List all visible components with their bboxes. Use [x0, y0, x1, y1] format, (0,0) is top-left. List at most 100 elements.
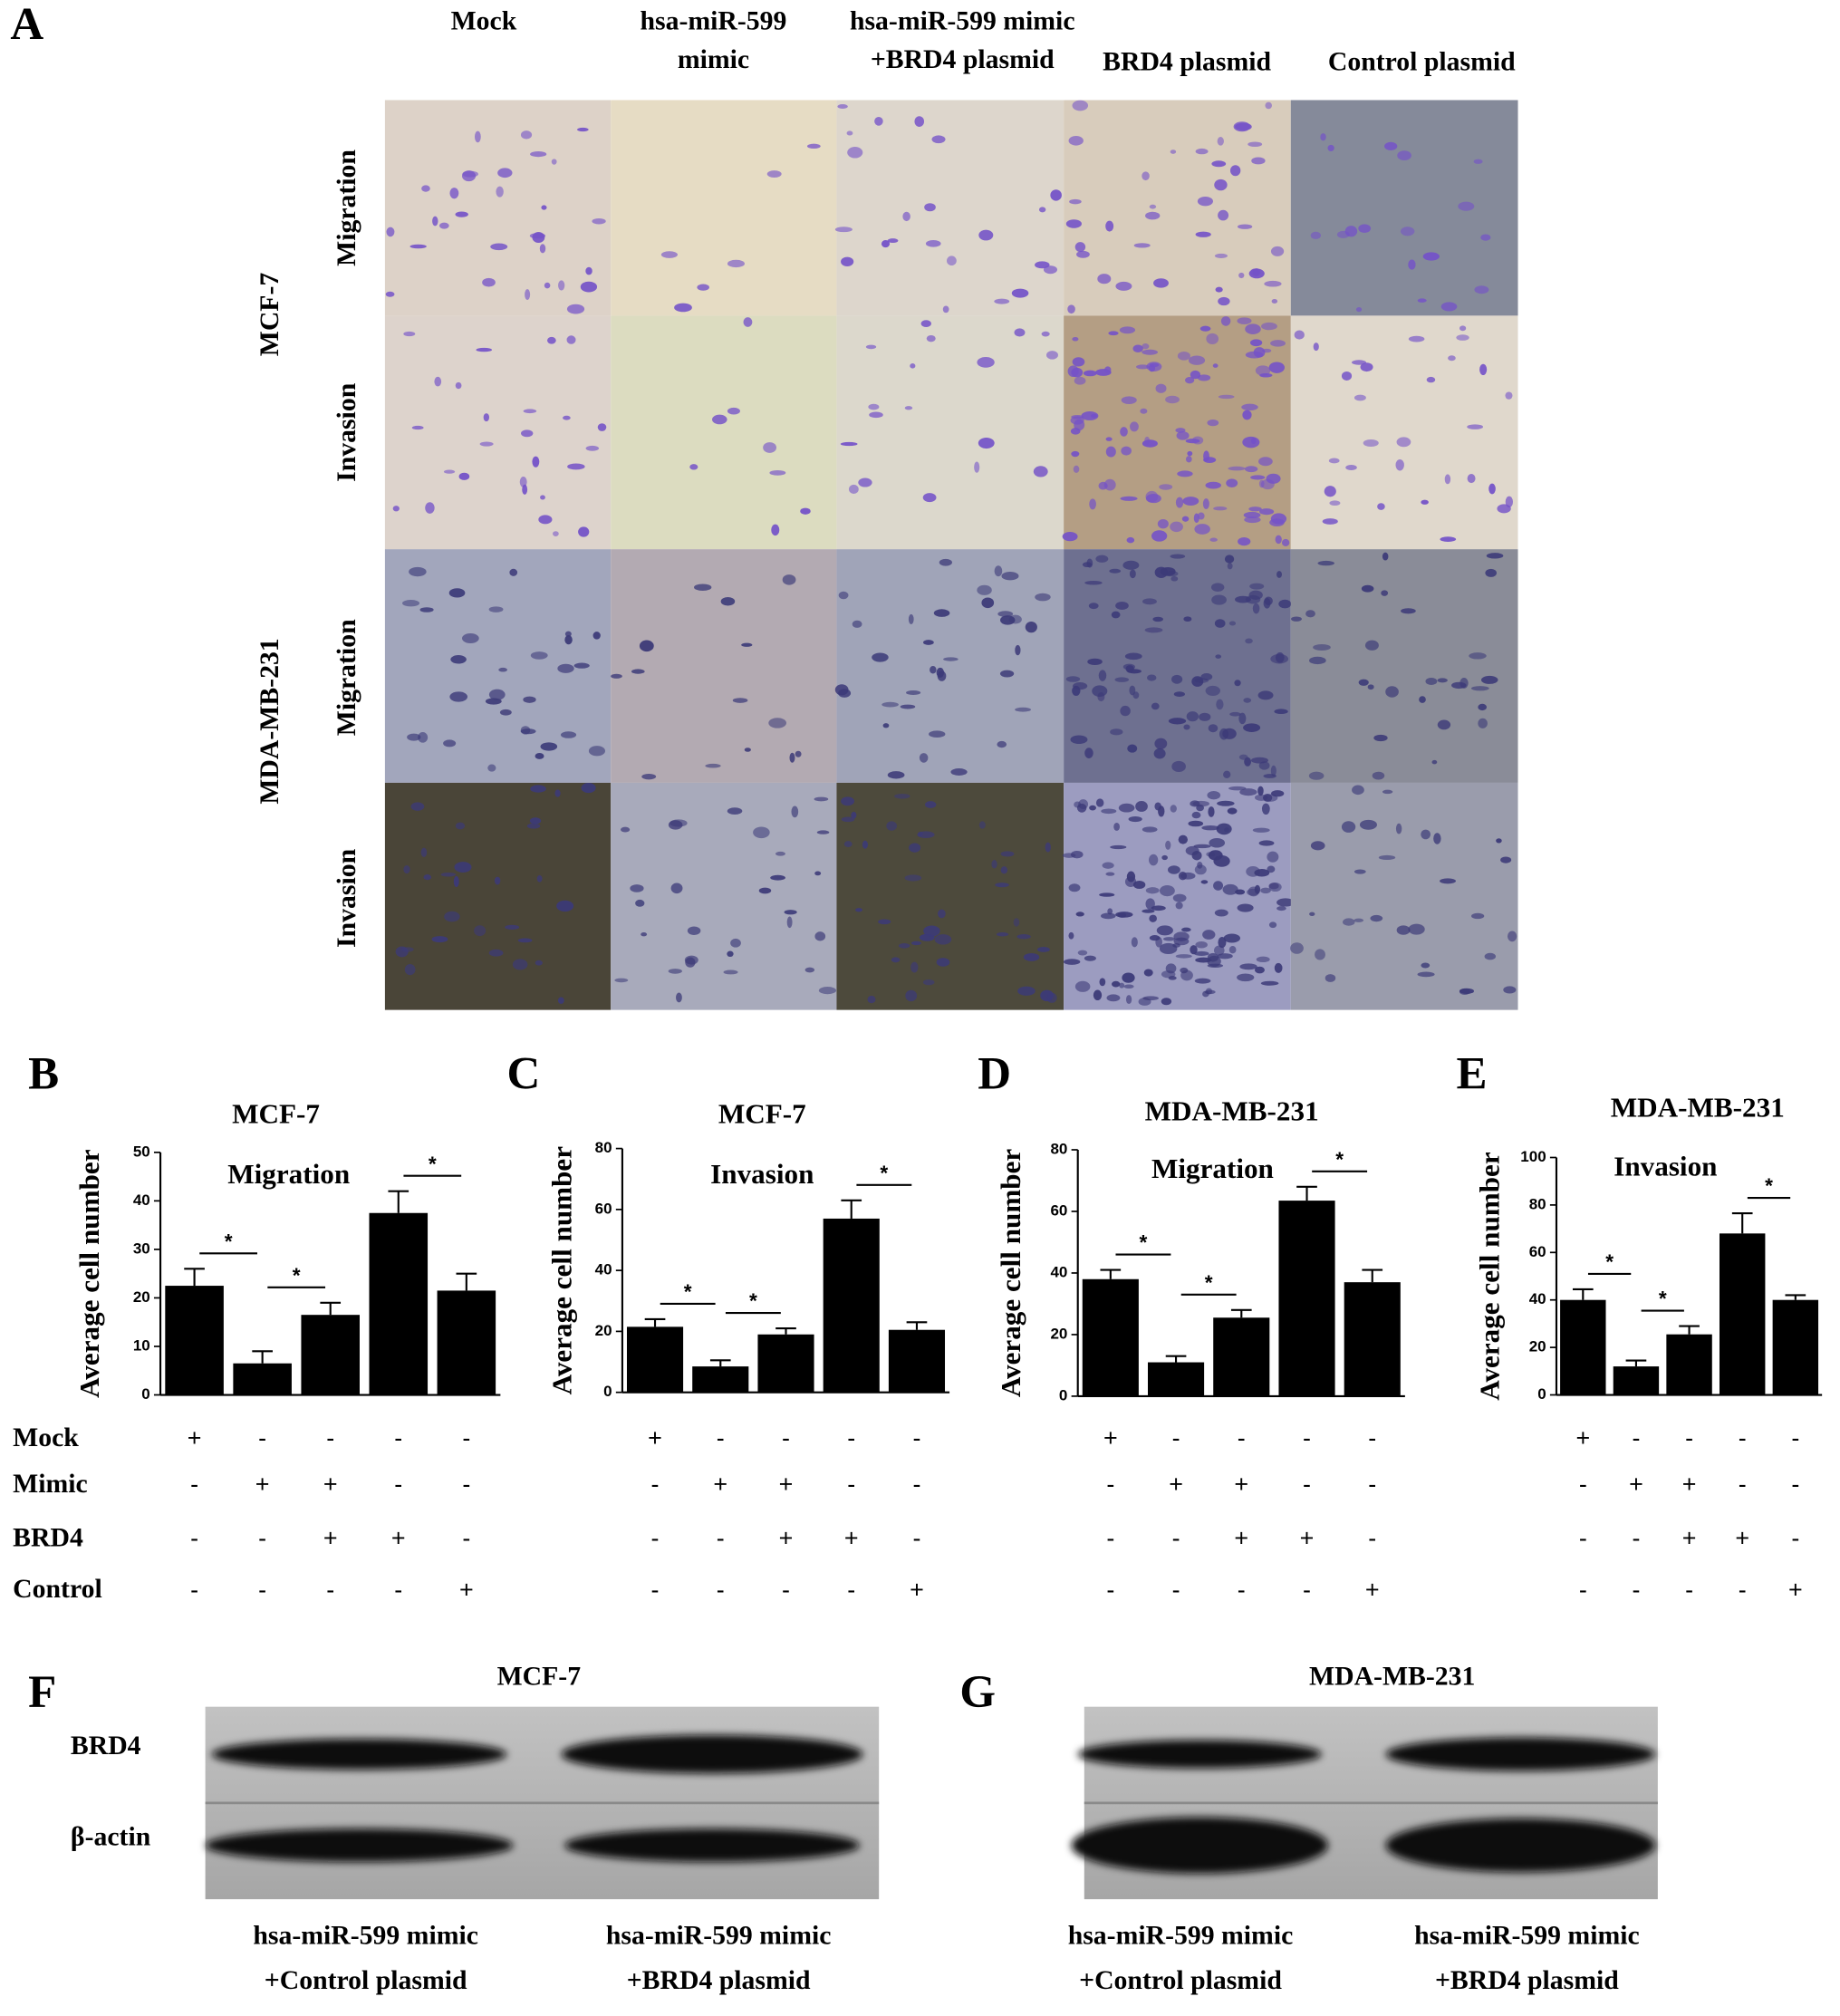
stained-cell: [1038, 207, 1046, 213]
stained-cell: [1040, 989, 1054, 1002]
stained-cell: [847, 147, 863, 159]
stained-cell: [881, 240, 891, 248]
stained-cell: [898, 943, 910, 949]
stained-cell: [867, 995, 876, 1004]
stained-cell: [1081, 411, 1099, 420]
y-tick-label: 20: [595, 1322, 612, 1339]
stained-cell: [891, 957, 901, 963]
stained-cell: [1241, 403, 1258, 411]
stained-cell: [1226, 478, 1238, 488]
stained-cell: [1105, 872, 1115, 876]
stained-cell: [775, 851, 785, 856]
bar: [233, 1363, 292, 1395]
stained-cell: [1045, 842, 1051, 853]
stained-cell: [771, 524, 780, 536]
stained-cell: [1118, 803, 1135, 813]
stained-cell: [386, 227, 395, 237]
stained-cell: [1074, 376, 1086, 385]
stained-cell: [1373, 734, 1388, 742]
stained-cell: [1382, 789, 1393, 795]
stained-cell: [1035, 593, 1051, 602]
stained-cell: [1467, 474, 1476, 484]
stained-cell: [1015, 644, 1021, 656]
stained-cell: [743, 317, 753, 327]
stained-cell: [558, 280, 565, 291]
treatment-label: Control: [13, 1574, 102, 1604]
stained-cell: [904, 874, 922, 882]
stained-cell: [1228, 466, 1246, 471]
stained-cell: [1121, 446, 1132, 456]
stained-cell: [1153, 748, 1166, 759]
stained-cell: [581, 783, 596, 794]
stained-cell: [1294, 330, 1305, 340]
stained-cell: [846, 130, 853, 136]
significance-star: *: [293, 1263, 301, 1287]
stained-cell: [1119, 326, 1136, 334]
stained-cell: [887, 238, 899, 244]
treatment-sign: +: [779, 1471, 794, 1498]
stained-cell: [1093, 989, 1103, 1001]
stained-cell: [1153, 278, 1169, 288]
micrograph: [1290, 549, 1518, 783]
stained-cell: [1458, 201, 1475, 211]
column-header: Mock: [451, 5, 517, 35]
stained-cell: [1276, 571, 1282, 578]
treatment-sign: -: [1368, 1424, 1376, 1452]
stained-cell: [1238, 272, 1245, 279]
y-tick-label: 0: [603, 1383, 612, 1400]
stained-cell: [1182, 497, 1199, 506]
stained-cell: [1213, 881, 1224, 891]
stained-cell: [1068, 883, 1081, 892]
stained-cell: [546, 336, 556, 344]
stained-cell: [403, 864, 410, 874]
stained-cell: [453, 875, 459, 888]
stained-cell: [1175, 902, 1183, 910]
stained-cell: [1341, 371, 1353, 381]
stained-cell: [848, 484, 859, 495]
stained-cell: [1149, 914, 1157, 922]
stained-cell: [1384, 141, 1398, 150]
stained-cell: [450, 655, 467, 664]
stained-cell: [1456, 334, 1469, 341]
stained-cell: [592, 217, 606, 225]
stained-cell: [943, 657, 959, 661]
stained-cell: [443, 739, 457, 748]
chart-title: MDA-MB-231: [1145, 1095, 1319, 1127]
stained-cell: [697, 284, 709, 291]
stained-cell: [1105, 220, 1114, 232]
stained-cell: [577, 127, 589, 132]
stained-cell: [1198, 512, 1205, 520]
stained-cell: [1313, 644, 1331, 651]
group-label: MDA-MB-231: [255, 638, 284, 804]
stained-cell: [1159, 484, 1173, 490]
bar: [301, 1315, 360, 1395]
stained-cell: [1183, 616, 1192, 622]
stained-cell: [1126, 871, 1136, 883]
stained-cell: [1505, 391, 1513, 400]
stained-cell: [1120, 705, 1131, 717]
stained-cell: [512, 959, 528, 970]
stained-cell: [1227, 807, 1238, 815]
stained-cell: [1143, 969, 1153, 977]
stained-cell: [936, 667, 945, 678]
panel-letter: C: [506, 1048, 540, 1099]
stained-cell: [1190, 370, 1201, 380]
stained-cell: [1135, 801, 1148, 812]
stained-cell: [431, 936, 448, 943]
stained-cell: [521, 429, 534, 438]
stained-cell: [1202, 930, 1216, 940]
treatment-sign: -: [1685, 1576, 1693, 1603]
stained-cell: [1088, 603, 1099, 610]
stained-cell: [1238, 754, 1248, 760]
stained-cell: [564, 634, 573, 645]
bar: [1147, 1362, 1205, 1396]
treatment-sign: +: [255, 1471, 270, 1498]
stained-cell: [1195, 940, 1208, 949]
stained-cell: [838, 591, 849, 600]
stained-cell: [818, 987, 837, 995]
significance-star: *: [749, 1289, 757, 1313]
blot-row-label: β-actin: [71, 1821, 151, 1851]
micrograph: [384, 782, 612, 1010]
stained-cell: [1358, 224, 1372, 233]
